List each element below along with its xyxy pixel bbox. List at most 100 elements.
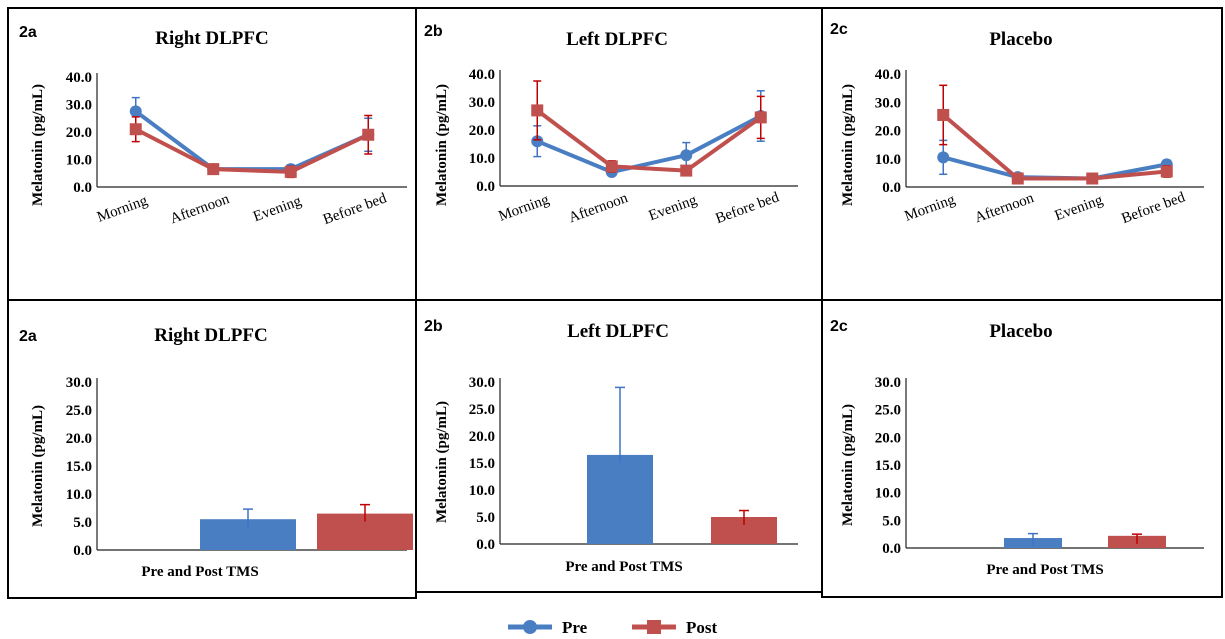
y-axis-label: Melatonin (pg/mL) — [840, 404, 856, 526]
data-point-post — [284, 165, 297, 178]
x-axis-label: Pre and Post TMS — [986, 562, 1103, 578]
x-category-label: Before bed — [321, 190, 389, 228]
chart-panel-0: 2a Right DLPFC Melatonin (pg/mL) 40.0 30.0 20… — [19, 24, 407, 228]
y-tick-label: 30.0 — [66, 98, 92, 114]
data-point-post — [129, 123, 142, 136]
chart-title: Left DLPFC — [567, 321, 669, 342]
data-point-post — [605, 160, 618, 173]
y-tick-label: 0.0 — [476, 537, 495, 553]
chart-title: Right DLPFC — [155, 28, 268, 49]
panel-label: 2c — [830, 21, 848, 38]
chart-title: Placebo — [989, 321, 1052, 342]
y-tick-label: 20.0 — [875, 124, 901, 140]
y-tick-label: 40.0 — [66, 70, 92, 86]
y-tick-label: 25.0 — [875, 403, 901, 419]
chart-panel-4: 2b Left DLPFC Melatonin (pg/mL) 30.0 25.0 20.… — [424, 318, 798, 575]
x-category-label: Morning — [902, 192, 957, 225]
y-tick-label: 10.0 — [66, 487, 92, 503]
legend: Pre Post — [508, 618, 718, 637]
x-category-label: Afternoon — [567, 190, 631, 226]
chart-panel-5: 2c Placebo Melatonin (pg/mL) 30.0 25.0 20.0 15… — [830, 318, 1204, 578]
panel-label: 2a — [19, 24, 37, 41]
legend-label: Pre — [562, 618, 588, 637]
y-tick-label: 0.0 — [476, 179, 495, 195]
panel-label: 2a — [19, 328, 37, 345]
y-tick-label: 10.0 — [875, 152, 901, 168]
y-tick-label: 10.0 — [875, 486, 901, 502]
y-tick-label: 5.0 — [476, 510, 495, 526]
y-tick-label: 0.0 — [882, 180, 901, 196]
x-category-label: Before bed — [1120, 189, 1188, 227]
panel-frame-5 — [821, 299, 1223, 598]
y-tick-label: 10.0 — [469, 483, 495, 499]
x-axis-label: Pre and Post TMS — [565, 559, 682, 575]
y-tick-label: 0.0 — [73, 543, 92, 559]
chart-panel-3: 2a Right DLPFC Melatonin (pg/mL) 30.0 25.0 20… — [19, 325, 413, 580]
legend-label: Post — [686, 618, 718, 637]
x-category-label: Morning — [496, 192, 551, 225]
y-tick-label: 0.0 — [73, 180, 92, 196]
y-tick-label: 20.0 — [66, 125, 92, 141]
y-axis-label: Melatonin (pg/mL) — [30, 405, 46, 527]
panel-label: 2c — [830, 318, 848, 335]
chart-title: Placebo — [989, 29, 1052, 50]
legend-item-pre: Pre — [508, 618, 588, 637]
data-point-pre — [531, 135, 544, 148]
data-point-post — [362, 128, 375, 141]
x-category-label: Evening — [1053, 192, 1106, 224]
data-point-pre — [937, 151, 950, 164]
y-tick-label: 30.0 — [469, 375, 495, 391]
x-axis-label: Pre and Post TMS — [141, 564, 258, 580]
y-tick-label: 25.0 — [469, 402, 495, 418]
data-point-post — [207, 163, 220, 176]
y-tick-label: 0.0 — [882, 541, 901, 557]
legend-marker-circle — [523, 620, 537, 634]
y-tick-label: 5.0 — [73, 515, 92, 531]
y-axis-label: Melatonin (pg/mL) — [840, 84, 856, 206]
y-tick-label: 15.0 — [469, 456, 495, 472]
data-point-post — [531, 104, 544, 117]
y-tick-label: 40.0 — [469, 67, 495, 83]
x-category-label: Morning — [95, 193, 150, 226]
series-line-post — [941, 113, 1167, 181]
series-line-pre — [134, 109, 370, 172]
data-point-post — [1011, 172, 1024, 185]
chart-panel-2: 2c Placebo Melatonin (pg/mL) 40.0 30.0 20.0 10… — [830, 21, 1204, 227]
y-tick-label: 30.0 — [875, 375, 901, 391]
y-tick-label: 20.0 — [66, 431, 92, 447]
panel-frame-3 — [7, 299, 417, 599]
y-tick-label: 40.0 — [875, 67, 901, 83]
y-tick-label: 10.0 — [66, 153, 92, 169]
legend-item-post: Post — [632, 618, 718, 637]
series-line-post — [134, 127, 370, 174]
y-tick-label: 25.0 — [66, 403, 92, 419]
y-tick-label: 20.0 — [469, 429, 495, 445]
y-tick-label: 30.0 — [66, 375, 92, 391]
chart-panel-1: 2b Left DLPFC Melatonin (pg/mL) 40.0 30.0 20.… — [424, 23, 798, 227]
x-category-label: Afternoon — [973, 190, 1037, 226]
bar-pre — [587, 454, 653, 544]
data-point-post — [1086, 172, 1099, 185]
y-axis-label: Melatonin (pg/mL) — [434, 401, 450, 523]
y-tick-label: 15.0 — [66, 459, 92, 475]
data-point-post — [680, 164, 693, 177]
data-point-pre — [129, 105, 142, 118]
series-line-post — [536, 108, 762, 173]
y-axis-label: Melatonin (pg/mL) — [30, 84, 46, 206]
x-category-label: Before bed — [714, 189, 782, 227]
y-tick-label: 5.0 — [882, 513, 901, 529]
x-category-label: Evening — [251, 193, 304, 225]
series-line-pre — [536, 114, 762, 174]
y-tick-label: 10.0 — [469, 151, 495, 167]
y-tick-label: 20.0 — [469, 123, 495, 139]
y-tick-label: 20.0 — [875, 430, 901, 446]
panel-label: 2b — [424, 318, 443, 335]
data-point-post — [1160, 165, 1173, 178]
y-tick-label: 15.0 — [875, 458, 901, 474]
chart-title: Left DLPFC — [566, 29, 668, 50]
y-axis-label: Melatonin (pg/mL) — [434, 84, 450, 206]
data-point-post — [754, 111, 767, 124]
panel-label: 2b — [424, 23, 443, 40]
x-category-label: Evening — [647, 192, 700, 224]
